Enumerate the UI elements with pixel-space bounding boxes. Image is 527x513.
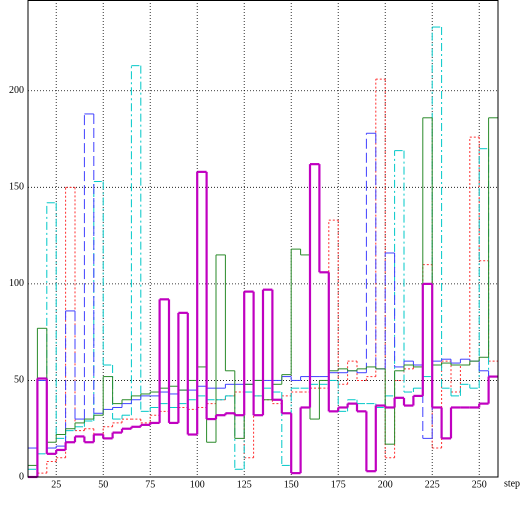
x-tick-label: 75 bbox=[145, 479, 155, 490]
y-tick-label: 150 bbox=[9, 182, 24, 193]
y-tick-label: 50 bbox=[14, 375, 24, 386]
x-tick-label: 150 bbox=[284, 479, 299, 490]
y-tick-label: 100 bbox=[9, 278, 24, 289]
y-tick-label: 0 bbox=[19, 471, 24, 482]
x-axis-label: step bbox=[504, 478, 520, 489]
y-tick-label: 200 bbox=[9, 85, 24, 96]
step-riser bbox=[36, 164, 490, 477]
x-tick-label: 250 bbox=[472, 479, 487, 490]
x-tick-label: 25 bbox=[51, 479, 61, 490]
plot-frame bbox=[27, 0, 499, 478]
x-tick-label: 175 bbox=[331, 479, 346, 490]
x-tick-label: 125 bbox=[237, 479, 252, 490]
x-tick-label: 50 bbox=[98, 479, 108, 490]
step-riser bbox=[36, 79, 490, 477]
x-tick-label: 100 bbox=[190, 479, 205, 490]
x-tick-label: 225 bbox=[425, 479, 440, 490]
x-tick-label: 200 bbox=[378, 479, 393, 490]
